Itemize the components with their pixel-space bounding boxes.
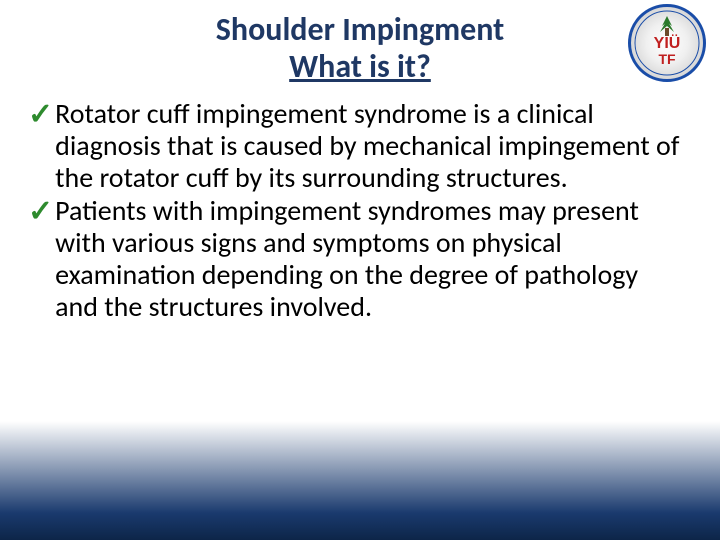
slide: YIÜ TF Shoulder Impingment What is it? ✓…	[0, 0, 720, 540]
bullet-item: ✓ Patients with impingement syndromes ma…	[28, 195, 680, 324]
title-line-2: What is it?	[0, 49, 720, 86]
checkmark-icon: ✓	[28, 98, 53, 131]
slide-title: Shoulder Impingment What is it?	[0, 12, 720, 86]
checkmark-icon: ✓	[28, 195, 53, 228]
bullet-text: Rotator cuff impingement syndrome is a c…	[55, 98, 680, 195]
title-line-1: Shoulder Impingment	[0, 12, 720, 49]
bullet-item: ✓ Rotator cuff impingement syndrome is a…	[28, 98, 680, 195]
content-area: ✓ Rotator cuff impingement syndrome is a…	[28, 98, 680, 323]
bullet-text: Patients with impingement syndromes may …	[55, 195, 680, 324]
